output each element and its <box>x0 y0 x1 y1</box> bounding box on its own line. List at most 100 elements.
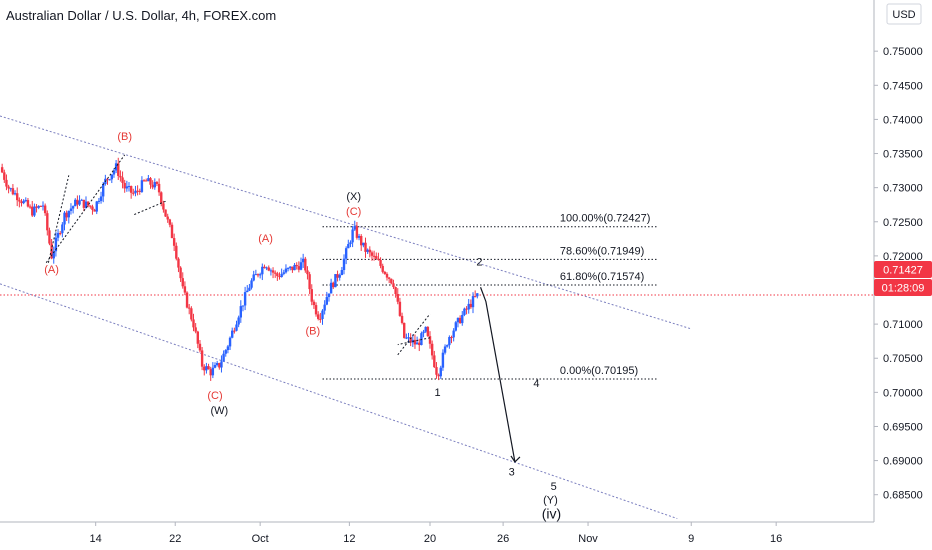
candle-body <box>20 201 23 204</box>
candle-body <box>254 274 258 276</box>
candle-body <box>347 244 350 249</box>
wave-label: 5 <box>551 481 557 493</box>
candle-body <box>310 289 313 302</box>
candle-body <box>461 314 464 324</box>
price-tick-label: 0.74000 <box>883 114 923 126</box>
candle-body <box>16 193 19 201</box>
candle-body <box>452 330 455 338</box>
chart-title: Australian Dollar / U.S. Dollar, 4h, FOR… <box>6 8 277 23</box>
wave-label: (B) <box>305 325 320 337</box>
candle-body <box>437 374 440 377</box>
candle-body <box>390 278 393 284</box>
candle-body <box>250 280 253 288</box>
candle-body <box>366 249 369 252</box>
price-tick-label: 0.75000 <box>883 46 923 58</box>
current-price-badge: 0.71427 <box>883 265 923 277</box>
wave-label: (W) <box>210 405 228 417</box>
candle-body <box>235 324 238 331</box>
price-tick-label: 0.68500 <box>883 490 923 502</box>
candle-body <box>439 367 442 377</box>
candle-body <box>394 287 397 294</box>
candle-body <box>183 286 187 293</box>
candle-body <box>127 185 131 187</box>
candle-body <box>196 331 200 344</box>
candle-body <box>248 287 251 291</box>
currency-badge-box[interactable] <box>886 3 922 25</box>
candle-body <box>175 245 178 259</box>
candle-body <box>155 182 159 184</box>
candle-body <box>43 205 47 214</box>
candle-body <box>428 336 432 344</box>
fibonacci-levels: 100.00%(0.72427) 78.60%(0.71949) 61.80%(0.… <box>0 213 874 380</box>
time-tick-label: 16 <box>770 533 782 545</box>
time-tick-label: 14 <box>90 533 102 545</box>
candle-body <box>473 296 477 298</box>
candle-body <box>252 274 255 281</box>
candle-body <box>276 273 279 277</box>
candle-body <box>289 266 292 268</box>
candle-body <box>56 233 60 238</box>
candle-body <box>65 212 68 218</box>
candle-body <box>181 278 184 287</box>
wave-labels: (A) (B) (C) (W) (A) (B) (X) (C) 2 1 4 3 5 (Y)(iv) <box>44 131 561 522</box>
candle-body <box>166 216 169 220</box>
candle-body <box>400 315 404 323</box>
candle-body <box>336 274 339 278</box>
candle-body <box>121 177 124 183</box>
candle-body <box>157 183 161 193</box>
candle-body <box>258 274 262 276</box>
candle-body <box>160 192 163 204</box>
candle-body <box>471 296 475 308</box>
candle-body <box>41 205 45 207</box>
candle-body <box>194 327 197 332</box>
candle-body <box>392 283 395 288</box>
candle-body <box>239 306 243 318</box>
candle-body <box>112 170 116 175</box>
candle-body <box>218 363 221 368</box>
candle-body <box>413 339 417 345</box>
candle-body <box>271 270 275 273</box>
candle-body <box>243 292 247 306</box>
candle-body <box>226 346 230 351</box>
price-tick-label: 0.69000 <box>883 456 923 468</box>
wedge-line <box>45 154 126 264</box>
candle-body <box>409 337 412 343</box>
candle-body <box>237 317 240 325</box>
candle-body <box>59 233 62 235</box>
candle-body <box>3 172 6 180</box>
trendline <box>0 115 692 330</box>
candle-body <box>54 237 58 252</box>
candle-body <box>192 319 195 328</box>
candle-body <box>18 200 21 202</box>
candle-body <box>80 199 83 201</box>
candle-body <box>469 303 473 308</box>
candle-body <box>177 258 180 268</box>
time-tick-label: 26 <box>497 533 509 545</box>
candle-body <box>99 196 103 201</box>
candle-body <box>458 317 462 324</box>
candle-body <box>364 242 367 252</box>
candle-body <box>205 366 208 371</box>
candle-body <box>222 353 225 362</box>
candle-body <box>91 206 94 210</box>
currency-badge[interactable]: USD <box>892 9 915 21</box>
projection-arrow <box>479 287 521 463</box>
wave-label: 1 <box>434 387 440 399</box>
candle-body <box>372 255 376 257</box>
candle-body <box>435 367 438 375</box>
candle-body <box>228 337 232 347</box>
candle-body <box>48 230 51 244</box>
candle-body <box>224 350 227 354</box>
candle-body <box>418 342 421 346</box>
candle-body <box>415 342 419 345</box>
time-tick-label: 9 <box>688 533 694 545</box>
candle-body <box>246 290 249 293</box>
candle-body <box>117 163 120 176</box>
candle-body <box>342 258 346 271</box>
candle-body <box>304 258 307 271</box>
candle-body <box>142 180 146 182</box>
candle-body <box>433 355 436 368</box>
wave-label: (A) <box>258 233 273 245</box>
candle-body <box>314 305 318 315</box>
